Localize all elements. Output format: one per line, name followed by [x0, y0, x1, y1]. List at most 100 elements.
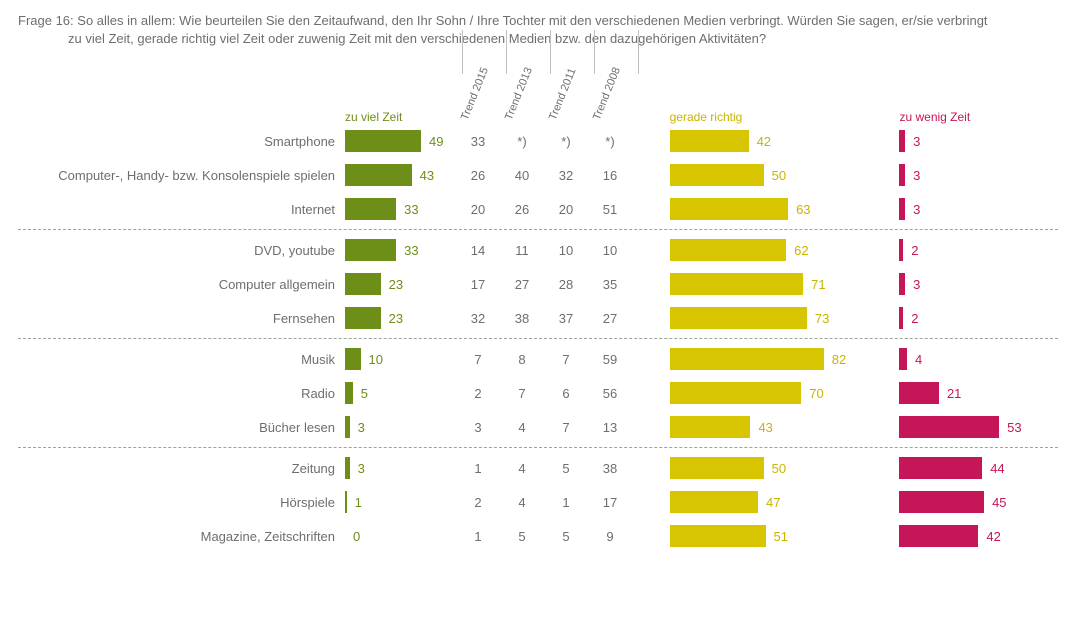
value-zu-viel: 23 [381, 277, 403, 292]
trend-value: 3 [456, 420, 500, 435]
trend-value: 7 [544, 352, 588, 367]
category-label: Hörspiele [18, 495, 345, 510]
group-separator [18, 229, 1058, 230]
trend-value: 26 [456, 168, 500, 183]
trend-value: 14 [456, 243, 500, 258]
trend-cells: 32383727 [456, 311, 632, 326]
value-zu-wenig: 3 [905, 134, 920, 149]
value-zu-wenig: 3 [905, 202, 920, 217]
value-zu-wenig: 2 [903, 311, 918, 326]
trend-value: 32 [544, 168, 588, 183]
category-label: Computer allgemein [18, 277, 345, 292]
question-prefix: Frage 16: [18, 13, 74, 28]
bar-zu-viel [345, 239, 396, 261]
value-gerade-richtig: 50 [764, 168, 786, 183]
trend-value: 7 [456, 352, 500, 367]
trend-value: 4 [500, 495, 544, 510]
trend-axis-ticks [18, 74, 1058, 80]
value-gerade-richtig: 47 [758, 495, 780, 510]
bar-gerade-richtig [670, 273, 803, 295]
bar-gerade-richtig [670, 164, 764, 186]
category-label: Bücher lesen [18, 420, 345, 435]
trend-value: 20 [544, 202, 588, 217]
trend-value: 10 [588, 243, 632, 258]
value-zu-viel: 0 [345, 529, 360, 544]
chart-row: Hörspiele1241174745 [18, 485, 1058, 519]
trend-cells: 33*)*)*) [456, 134, 632, 149]
value-zu-wenig: 53 [999, 420, 1021, 435]
bar-zu-viel [345, 273, 381, 295]
bar-gerade-richtig [670, 416, 751, 438]
trend-value: 2 [456, 495, 500, 510]
chart: zu viel Zeit Trend 2015 Trend 2013 Trend… [18, 74, 1058, 553]
value-zu-wenig: 44 [982, 461, 1004, 476]
trend-value: 32 [456, 311, 500, 326]
trend-value: 8 [500, 352, 544, 367]
trend-cells: 26403216 [456, 168, 632, 183]
value-zu-wenig: 21 [939, 386, 961, 401]
value-zu-viel: 10 [361, 352, 383, 367]
value-zu-viel: 43 [412, 168, 434, 183]
bar-gerade-richtig [670, 491, 758, 513]
header-gerade-richtig: gerade richtig [670, 110, 876, 124]
trend-value: *) [588, 134, 632, 149]
value-gerade-richtig: 42 [749, 134, 771, 149]
value-zu-viel: 33 [396, 243, 418, 258]
question-line2: zu viel Zeit, gerade richtig viel Zeit o… [18, 30, 1058, 48]
trend-value: 2 [456, 386, 500, 401]
value-zu-wenig: 4 [907, 352, 922, 367]
value-gerade-richtig: 82 [824, 352, 846, 367]
bar-zu-viel [345, 348, 361, 370]
trend-value: 13 [588, 420, 632, 435]
value-zu-wenig: 3 [905, 277, 920, 292]
bar-gerade-richtig [670, 130, 749, 152]
trend-value: 1 [456, 461, 500, 476]
bar-zu-viel [345, 198, 396, 220]
value-zu-wenig: 2 [903, 243, 918, 258]
trend-cells: 14111010 [456, 243, 632, 258]
trend-value: 17 [456, 277, 500, 292]
bar-zu-wenig [899, 491, 984, 513]
trend-value: 27 [500, 277, 544, 292]
value-gerade-richtig: 43 [750, 420, 772, 435]
group-separator [18, 447, 1058, 448]
value-zu-wenig: 3 [905, 168, 920, 183]
trend-cells: 20262051 [456, 202, 632, 217]
chart-row: Radio5276567021 [18, 376, 1058, 410]
value-gerade-richtig: 62 [786, 243, 808, 258]
trend-value: *) [544, 134, 588, 149]
trend-value: 9 [588, 529, 632, 544]
trend-value: 33 [456, 134, 500, 149]
value-gerade-richtig: 71 [803, 277, 825, 292]
value-gerade-richtig: 63 [788, 202, 810, 217]
trend-value: *) [500, 134, 544, 149]
value-zu-wenig: 42 [978, 529, 1000, 544]
bar-gerade-richtig [670, 307, 807, 329]
value-gerade-richtig: 73 [807, 311, 829, 326]
category-label: Smartphone [18, 134, 345, 149]
trend-value: 56 [588, 386, 632, 401]
chart-row: Fernsehen2332383727732 [18, 301, 1058, 335]
trend-value: 4 [500, 461, 544, 476]
bar-zu-viel [345, 130, 421, 152]
chart-row: Smartphone4933*)*)*)423 [18, 124, 1058, 158]
chart-row: Musik 10 78759 82 4 [18, 342, 1058, 376]
chart-row: Computer-, Handy- bzw. Konsolenspiele sp… [18, 158, 1058, 192]
category-label: Musik [18, 352, 345, 367]
trend-cells: 24117 [456, 495, 632, 510]
trend-value: 7 [544, 420, 588, 435]
category-label: Internet [18, 202, 345, 217]
trend-cells: 17272835 [456, 277, 632, 292]
trend-value: 26 [500, 202, 544, 217]
trend-value: 5 [544, 461, 588, 476]
chart-row: Internet3320262051633 [18, 192, 1058, 226]
trend-cells: 78759 [456, 352, 632, 367]
header-zu-wenig: zu wenig Zeit [899, 110, 1058, 124]
trend-cells: 14538 [456, 461, 632, 476]
value-zu-viel: 23 [381, 311, 403, 326]
chart-row: Bücher lesen3347134353 [18, 410, 1058, 444]
value-gerade-richtig: 70 [801, 386, 823, 401]
category-label: Radio [18, 386, 345, 401]
trend-value: 38 [500, 311, 544, 326]
trend-value: 4 [500, 420, 544, 435]
